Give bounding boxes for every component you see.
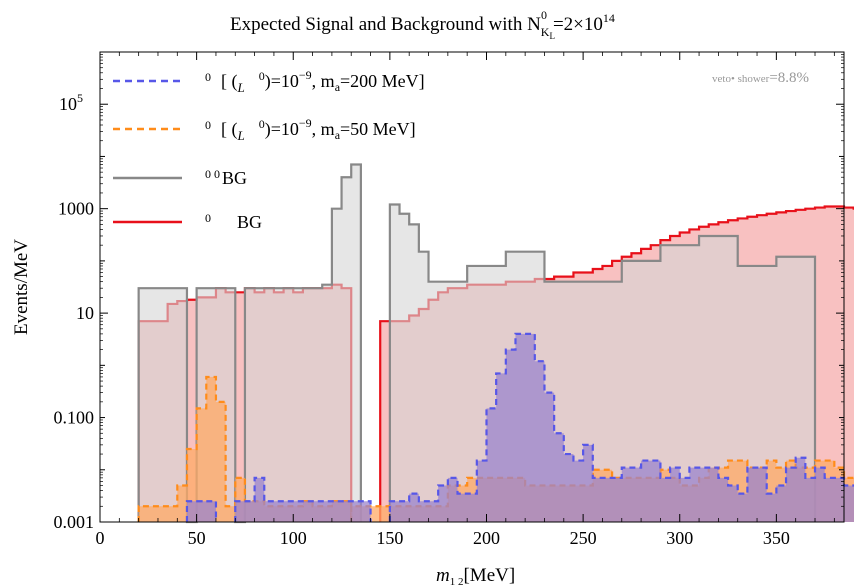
legend-bg-red-text: BG — [237, 212, 262, 232]
y-axis-label: Events/MeV — [11, 239, 32, 335]
legend-signal-200-text: [ ( — [221, 71, 238, 92]
y-tick-label: 0.100 — [54, 408, 95, 428]
x-tick-label: 150 — [376, 528, 403, 548]
y-tick-label-text: 10 — [59, 94, 77, 114]
x-tick-label: 50 — [188, 528, 206, 548]
legend-signal-200-tail: )=10 — [265, 71, 299, 92]
legend-signal-200-a: a — [335, 80, 341, 94]
legend-bg-grey-pre: 0 0 — [205, 167, 220, 181]
x-axis-label-m: m — [436, 565, 450, 586]
series-line-0-2 — [388, 332, 854, 522]
veto-annotation-prefix: veto — [712, 73, 731, 85]
series-fill-0-0 — [186, 501, 216, 522]
x-axis-label-sub: 1 2 — [450, 576, 464, 587]
y-tick-label: 105 — [59, 91, 83, 114]
series-fill-0-2 — [389, 333, 854, 522]
legend-signal-200-sub: L — [237, 80, 245, 95]
veto-annotation: veto• shower=8.8% — [712, 70, 809, 86]
legend-signal-200-pre: 0 — [205, 70, 211, 84]
legend-label-signal-200: 0[ (L0)=10−9, ma=200 MeV] — [205, 68, 425, 95]
legend-signal-50-tail3: =50 MeV] — [340, 119, 416, 139]
x-tick-label: 350 — [763, 528, 790, 548]
veto-annotation-tail: =8.8% — [769, 70, 809, 86]
plot-frame — [99, 51, 845, 523]
y-tick-label: 1000 — [58, 199, 94, 219]
legend-signal-50-sub: L — [237, 128, 245, 143]
x-axis-label-tail: [MeV] — [463, 565, 515, 586]
x-tick-label: 100 — [280, 528, 307, 548]
series-fill-0-1 — [235, 477, 371, 522]
veto-annotation-dot: • — [731, 73, 738, 85]
x-axis-ticks: 0 50 100 150 200 250 300 350 — [96, 52, 835, 548]
chart-title-tail: =2×10 — [553, 14, 603, 35]
series-fill-1-0 — [138, 376, 352, 522]
plot-area — [137, 163, 854, 524]
legend-signal-50-tail2: , m — [312, 119, 335, 139]
legend-bg-grey-text: BG — [222, 168, 247, 188]
legend-bg-red-pre: 0 — [205, 211, 211, 225]
legend-label-signal-50: 0[ (L0)=10−9, ma=50 MeV] — [205, 116, 416, 143]
chart-legend: 0[ (L0)=10−9, ma=200 MeV] 0[ (L0)=10−9, … — [113, 68, 425, 232]
y-tick-label: 10 — [76, 303, 94, 323]
x-tick-label: 0 — [96, 528, 105, 548]
legend-signal-50-text: [ ( — [221, 119, 238, 140]
legend-label-bg-red: 0 BG — [205, 211, 262, 232]
x-axis-label: m1 2[MeV] — [436, 565, 515, 587]
legend-signal-200-sup: 0 — [259, 69, 265, 83]
y-tick-label: 0.001 — [54, 512, 95, 532]
veto-annotation-mid: shower — [738, 73, 770, 85]
y-tick-label-text: 10 — [76, 303, 94, 323]
legend-signal-50-a: a — [335, 128, 341, 142]
y-tick-label-text: 0.100 — [54, 408, 95, 428]
series-line-0-0 — [185, 500, 218, 522]
series-line-2-1 — [388, 203, 817, 522]
legend-label-bg-grey: 0 0 BG — [205, 167, 247, 188]
x-tick-label: 200 — [473, 528, 500, 548]
x-tick-label: 250 — [570, 528, 597, 548]
series-fill-2-0 — [138, 164, 361, 522]
legend-signal-50-sup: 0 — [259, 117, 265, 131]
chart-title-subsub: L — [549, 31, 555, 41]
legend-signal-200-tail2: , m — [312, 71, 335, 91]
chart-title: Expected Signal and Background with NKL0… — [230, 8, 615, 41]
series-line-0-1 — [234, 476, 372, 522]
chart-title-sup: 0 — [541, 8, 547, 22]
legend-signal-200-exp: −9 — [299, 68, 312, 82]
legend-signal-50-pre: 0 — [205, 118, 211, 132]
y-tick-label-exp: 5 — [77, 91, 83, 105]
legend-signal-200-tail3: =200 MeV] — [340, 71, 425, 91]
legend-signal-50-tail: )=10 — [265, 119, 299, 140]
x-tick-label: 300 — [666, 528, 693, 548]
legend-signal-50-exp: −9 — [299, 116, 312, 130]
series-line-2-0 — [137, 163, 362, 524]
y-tick-label-text: 0.001 — [54, 512, 95, 532]
chart-title-sub: K — [541, 25, 550, 39]
chart-title-tail-sup: 14 — [603, 11, 615, 25]
y-tick-label-text: 1000 — [58, 199, 94, 219]
chart-title-main: Expected Signal and Background with N — [230, 14, 541, 35]
